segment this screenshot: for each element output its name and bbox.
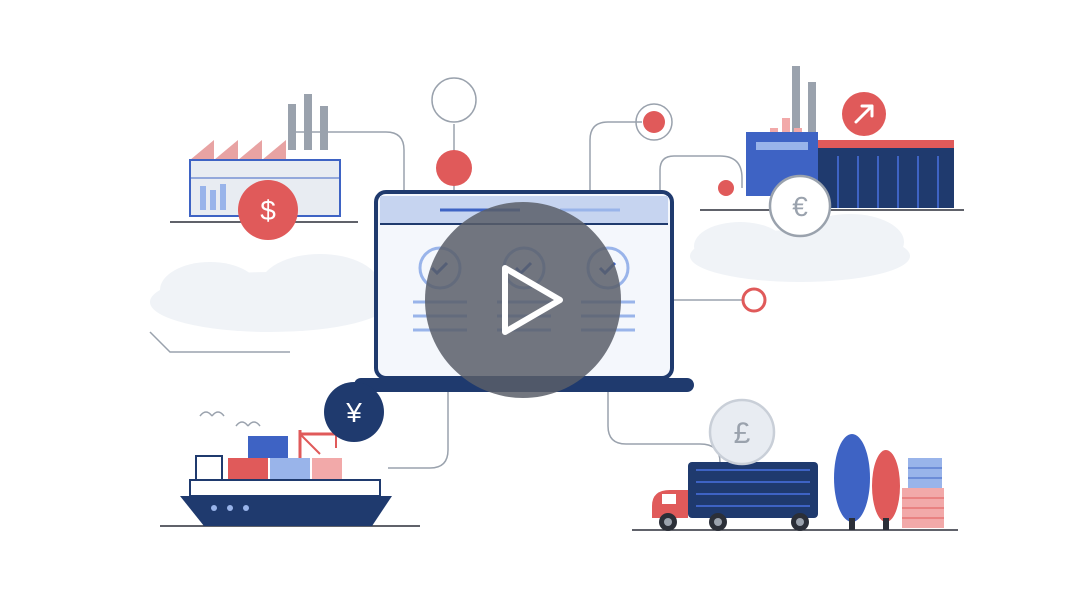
node-dot-red <box>436 150 472 186</box>
svg-text:$: $ <box>260 195 276 226</box>
euro-coin-icon: € <box>770 176 830 236</box>
svg-text:£: £ <box>734 417 751 450</box>
dollar-coin-icon: $ <box>238 180 298 240</box>
cloud-hook-line <box>150 332 290 352</box>
node-ring-red <box>743 289 765 311</box>
ship-illustration <box>160 412 420 526</box>
pound-coin-icon: £ <box>710 400 774 464</box>
scene-svg: $ € ¥ £ <box>0 0 1080 608</box>
truck-illustration <box>632 434 958 531</box>
play-button[interactable] <box>425 202 621 398</box>
infographic-stage: $ € ¥ £ <box>0 0 1080 608</box>
node-dot-right <box>643 111 665 133</box>
svg-text:¥: ¥ <box>345 397 362 428</box>
cloud-left <box>150 254 390 332</box>
svg-text:€: € <box>792 191 808 222</box>
yen-coin-icon: ¥ <box>324 382 384 442</box>
factory-right-illustration <box>700 66 964 210</box>
node-ring-top <box>432 78 476 122</box>
